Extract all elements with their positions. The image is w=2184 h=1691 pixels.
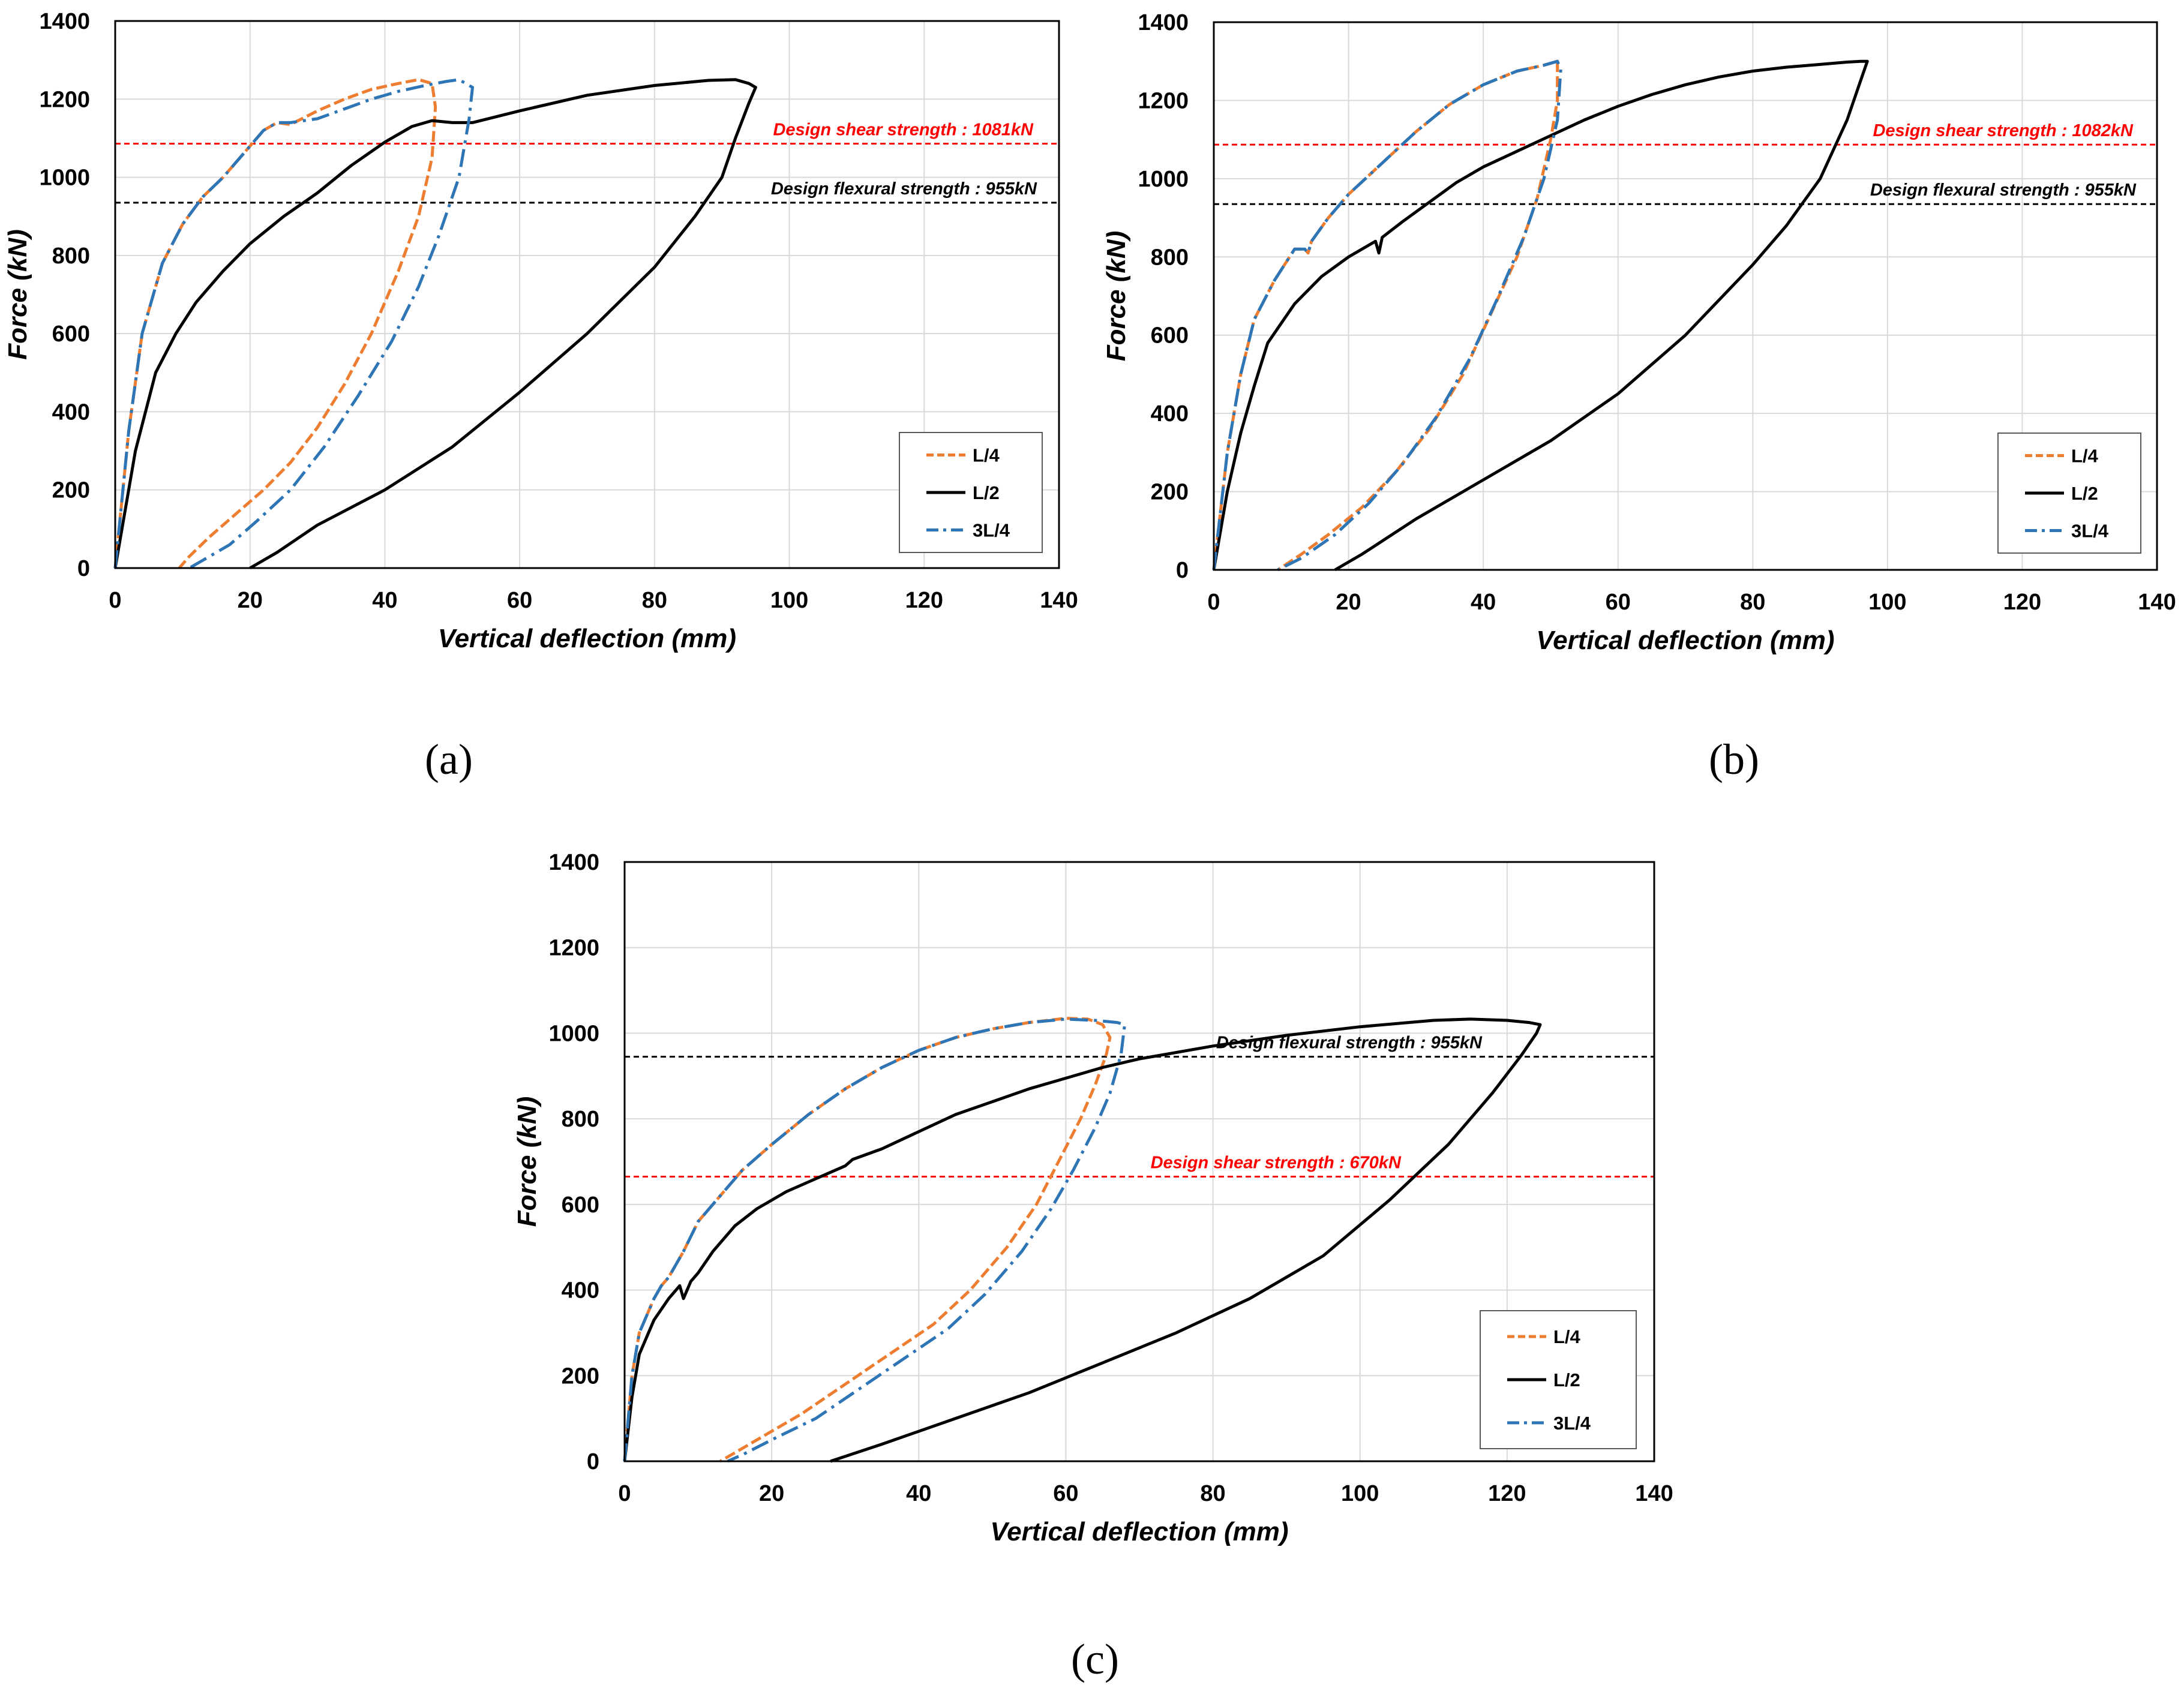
figure-caption: (c) [1071,1635,1119,1683]
x-tick-label: 0 [1207,590,1220,615]
y-tick-label: 1200 [1138,88,1189,113]
x-tick-label: 80 [1200,1481,1225,1506]
y-tick-label: 1200 [39,87,90,112]
x-tick-label: 100 [1868,590,1906,615]
x-tick-label: 0 [109,588,121,613]
y-tick-label: 400 [52,400,90,425]
x-tick-label: 40 [1471,590,1496,615]
y-tick-label: 800 [562,1107,599,1132]
figure-caption: (b) [1709,735,1759,783]
series-line-l-4 [623,1017,1112,1463]
x-tick-label: 120 [905,588,943,613]
series-line-l-2 [623,1017,1542,1463]
legend-label: L/4 [973,445,1000,466]
y-tick-label: 400 [1151,401,1189,426]
legend-box [1997,432,2141,554]
y-tick-label: 1400 [548,850,599,875]
y-tick-label: 600 [52,322,90,347]
y-tick-label: 200 [562,1363,599,1389]
x-tick-label: 60 [1053,1481,1078,1506]
y-tick-label: 800 [52,244,90,269]
y-tick-label: 1000 [548,1021,599,1046]
reference-label-shear: Design shear strength : 1082kN [1873,121,2134,140]
chart-2: Design shear strength : 1082kN Design fle… [1102,10,2176,783]
legend: L/4 L/2 3L/4 [1997,432,2141,554]
chart-1: Design shear strength : 1081kN Design fle… [3,9,1078,783]
x-tick-label: 0 [618,1481,631,1506]
y-tick-label: 200 [52,478,90,503]
series-line-3l-4 [1212,59,1562,572]
series-line-l-2 [1212,59,1869,572]
reference-label-flexural: Design flexural strength : 955kN [1216,1034,1483,1053]
x-tick-label: 20 [759,1481,784,1506]
plot-frame [623,861,1655,1462]
x-tick-label: 80 [642,588,667,613]
x-tick-label: 140 [2138,590,2176,615]
y-tick-label: 1400 [1138,10,1189,35]
reference-label-shear: Design shear strength : 670kN [1151,1153,1402,1172]
legend-label: 3L/4 [2071,521,2109,542]
series-line-l-4 [113,78,437,569]
y-tick-label: 1200 [548,936,599,961]
x-tick-label: 100 [770,588,808,613]
y-tick-label: 1400 [39,9,90,34]
y-tick-label: 600 [1151,323,1189,349]
y-tick-label: 600 [562,1193,599,1218]
y-tick-label: 1000 [39,166,90,191]
series-line-l-4 [1212,59,1559,572]
reference-label-flexural: Design flexural strength : 955kN [1870,181,2137,200]
series-line-l-2 [113,78,757,570]
legend: L/4 L/2 3L/4 [899,432,1043,553]
y-axis-title: Force (kN) [1102,231,1131,362]
legend: L/4 L/2 3L/4 [1480,1310,1637,1449]
legend-label: 3L/4 [1553,1413,1591,1434]
y-tick-label: 1000 [1138,167,1189,192]
x-tick-label: 20 [1336,590,1361,615]
x-tick-label: 40 [906,1481,931,1506]
chart-3: Design flexural strength : 955kN Design s… [512,850,1673,1683]
x-tick-label: 60 [507,588,532,613]
legend-label: L/2 [973,482,1000,503]
x-tick-label: 60 [1606,590,1631,615]
x-tick-label: 100 [1341,1481,1379,1506]
reference-label-shear: Design shear strength : 1081kN [773,121,1034,140]
legend-label: L/2 [2071,483,2098,504]
y-tick-label: 0 [587,1449,599,1474]
y-tick-label: 800 [1151,245,1189,270]
legend-label: 3L/4 [973,520,1010,541]
y-tick-label: 0 [77,556,90,581]
plot-frame [1213,21,2158,571]
legend-box [899,432,1043,553]
x-axis-title: Vertical deflection (mm) [438,624,736,653]
legend-label: L/2 [1553,1369,1580,1390]
y-tick-label: 400 [562,1278,599,1303]
y-tick-label: 200 [1151,480,1189,505]
x-tick-label: 140 [1635,1481,1673,1506]
plot-frame [114,20,1060,569]
figure-caption: (a) [425,735,473,783]
x-tick-label: 120 [2003,590,2041,615]
x-tick-label: 120 [1488,1481,1526,1506]
series-line-3l-4 [623,1017,1126,1463]
y-axis-title: Force (kN) [3,229,32,360]
x-tick-label: 140 [1040,588,1078,613]
x-tick-label: 20 [238,588,263,613]
legend-label: L/4 [2071,446,2099,467]
x-axis-title: Vertical deflection (mm) [1536,626,1834,655]
legend-box [1480,1310,1637,1449]
x-tick-label: 80 [1740,590,1765,615]
x-axis-title: Vertical deflection (mm) [990,1517,1288,1546]
series-line-3l-4 [113,78,474,570]
legend-label: L/4 [1553,1326,1581,1347]
y-tick-label: 0 [1176,558,1189,583]
y-axis-title: Force (kN) [512,1097,542,1227]
x-tick-label: 40 [372,588,397,613]
reference-label-flexural: Design flexural strength : 955kN [771,179,1037,199]
